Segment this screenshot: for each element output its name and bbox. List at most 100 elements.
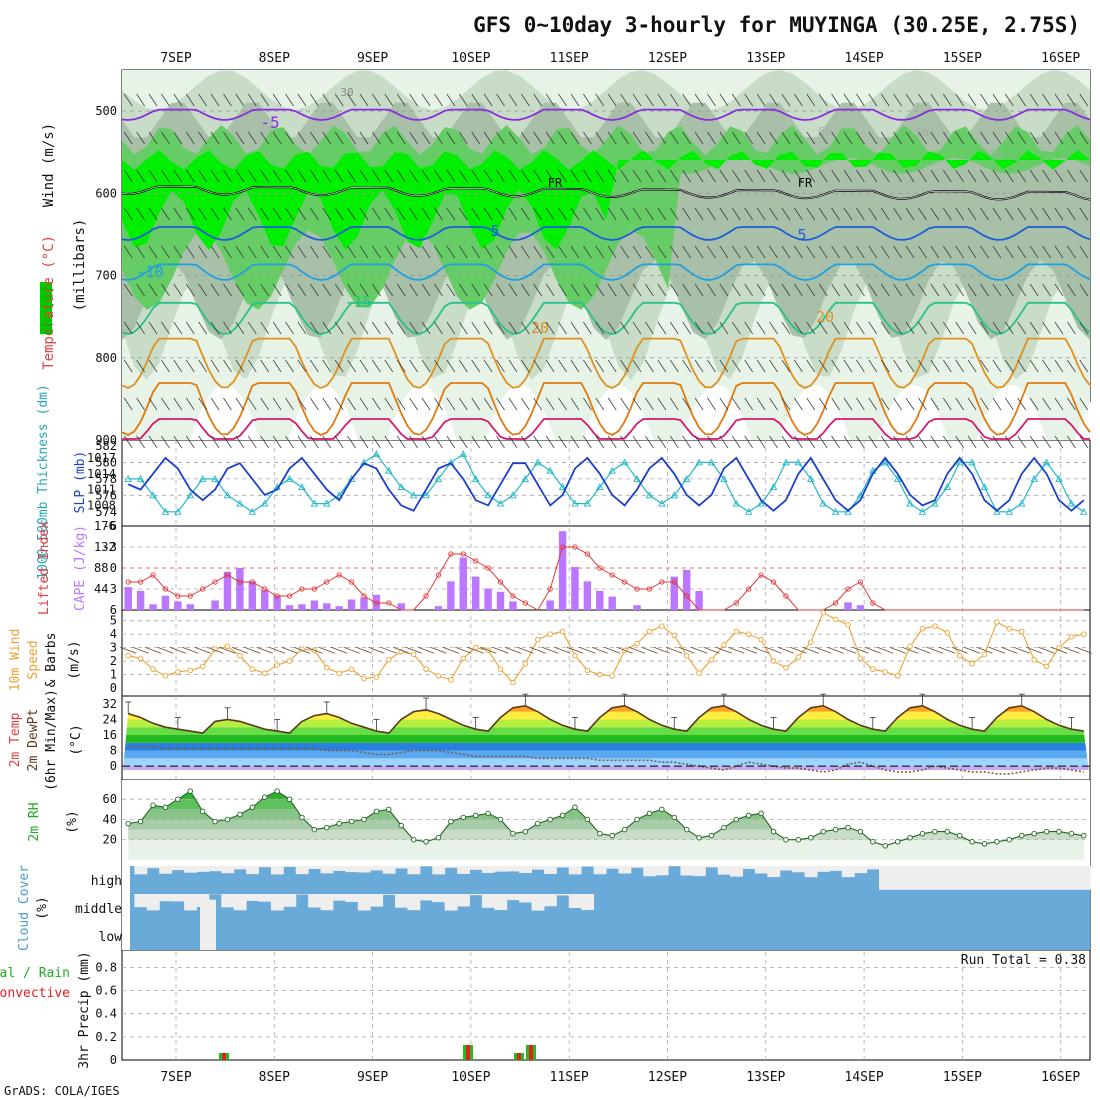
- cloud-gap-mid: [407, 894, 421, 911]
- wind-barb: [1067, 359, 1076, 373]
- wind-barb: [272, 169, 282, 183]
- rh-point: [460, 814, 467, 821]
- wind-barb-10m: [728, 646, 745, 654]
- wind-speed-point: [808, 639, 814, 645]
- cape-bar: [596, 590, 604, 610]
- wind-barb: [347, 321, 356, 335]
- cloud-gap-high: [1015, 866, 1029, 890]
- wind-barb: [880, 131, 890, 145]
- wind-barb: [1042, 397, 1051, 411]
- wind-barb-10m: [678, 646, 695, 654]
- wind-barb: [297, 93, 307, 107]
- precip-conv-bar: [222, 1053, 226, 1060]
- wind-barb: [210, 131, 220, 145]
- wind-barb: [1017, 93, 1027, 107]
- wind-barb: [1042, 435, 1051, 449]
- wind-barb: [409, 321, 418, 335]
- wind-barb: [148, 359, 158, 373]
- thickness-point: [496, 499, 505, 507]
- wind-barb: [620, 321, 629, 335]
- wind-barb: [918, 245, 927, 259]
- wind-barb: [868, 169, 878, 183]
- cloud-gap-high: [742, 866, 756, 869]
- wind-barb: [794, 93, 803, 107]
- wind-barb: [781, 131, 791, 145]
- wind-barb: [1079, 435, 1089, 449]
- wind-barb: [458, 207, 468, 221]
- thickness-point: [236, 499, 244, 507]
- wind-barb: [570, 321, 580, 335]
- wind-barb: [359, 283, 369, 297]
- wind-barb: [595, 245, 605, 259]
- wind-barb: [880, 283, 890, 297]
- wind-barb: [434, 283, 443, 297]
- thickness-point: [248, 507, 257, 515]
- thickness-point: [558, 483, 567, 491]
- wind-barb: [310, 93, 319, 107]
- lifted-index-point: [770, 579, 777, 585]
- cloud-gap-high: [953, 866, 967, 890]
- wind-barb: [694, 245, 704, 259]
- thickness-point: [459, 450, 468, 458]
- cape-bar: [285, 605, 294, 610]
- rh-point: [621, 826, 628, 833]
- wind-barb: [942, 245, 952, 259]
- lifted-index-tick: 6: [110, 603, 117, 617]
- cloud-gap-high: [395, 866, 408, 869]
- wind-barb-10m: [206, 646, 224, 654]
- wind-barb: [980, 245, 989, 259]
- wind-barb: [831, 397, 840, 411]
- wind-barb: [868, 397, 878, 411]
- cape-bar: [223, 571, 232, 610]
- cape-bar: [323, 603, 331, 610]
- thickness-tick: 582: [95, 439, 117, 453]
- wind-barb: [930, 359, 940, 373]
- cloud-gap-mid: [568, 894, 582, 908]
- thickness-point: [918, 507, 927, 515]
- wind-barb: [458, 435, 468, 449]
- wind-barb: [620, 359, 629, 373]
- wind-barb: [732, 93, 741, 107]
- wind-barb: [918, 283, 927, 297]
- wind-barb: [161, 245, 170, 259]
- wind-barb: [322, 245, 332, 259]
- wind-barb: [794, 397, 803, 411]
- wind-speed-point: [919, 626, 926, 632]
- cape-bar: [397, 603, 405, 610]
- wind-barb: [1029, 245, 1039, 259]
- wind-barb: [1042, 321, 1051, 335]
- cloud-units-label: (%): [35, 896, 50, 919]
- wind-barb-10m: [157, 646, 174, 654]
- wind-barb: [372, 93, 381, 107]
- rh-point: [584, 816, 591, 823]
- wind-speed-point: [1031, 656, 1037, 663]
- wind-barb: [632, 245, 642, 259]
- lifted-index-point: [150, 572, 156, 578]
- wind-barb: [930, 131, 940, 145]
- wind-barb: [1005, 397, 1014, 411]
- wind-barb: [645, 359, 654, 373]
- wind-barb: [595, 131, 605, 145]
- wind-barb: [148, 397, 158, 411]
- wind-barb: [396, 435, 406, 449]
- wind-barb: [893, 131, 902, 145]
- cloud-gap-mid: [581, 894, 595, 910]
- wind-barb: [893, 321, 902, 335]
- wind-barb: [707, 359, 716, 373]
- wind-barb: [905, 245, 915, 259]
- wind-barb: [185, 283, 195, 297]
- rh-point: [956, 832, 963, 839]
- wind-barb: [123, 359, 133, 373]
- cloud-gap-mid: [556, 894, 570, 896]
- wind-barb: [471, 359, 480, 373]
- wind-barb: [396, 93, 406, 107]
- wind-barb: [818, 283, 828, 297]
- wind-barb: [620, 435, 629, 449]
- rh-point: [795, 836, 802, 843]
- wind-barb: [185, 435, 195, 449]
- wind-barb-10m: [393, 646, 410, 654]
- cape-tick: 44: [94, 582, 108, 596]
- wind-barb: [210, 435, 220, 449]
- cloud-gap-high: [581, 866, 595, 867]
- rh-point: [857, 828, 864, 835]
